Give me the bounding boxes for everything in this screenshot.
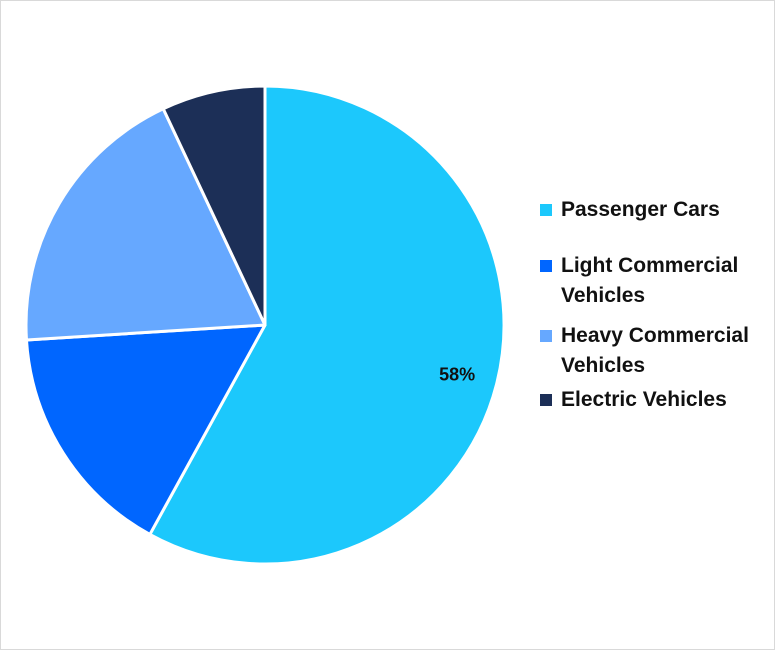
pie-slice-electric-vehicles bbox=[161, 84, 267, 327]
chart-legend: Passenger Cars Light Commercial Vehicles… bbox=[538, 195, 768, 415]
pie-slice-heavy-commercial-vehicles bbox=[24, 107, 267, 342]
legend-item-passenger-cars: Passenger Cars bbox=[538, 195, 768, 225]
legend-item-electric-vehicles: Electric Vehicles bbox=[538, 385, 768, 415]
legend-item-heavy-commercial-vehicles: Heavy Commercial Vehicles bbox=[538, 321, 768, 381]
legend-swatch bbox=[540, 260, 552, 272]
pie-slice-light-commercial-vehicles bbox=[24, 323, 267, 536]
data-label-passenger-cars: 58% bbox=[439, 364, 475, 384]
legend-swatch bbox=[540, 204, 552, 216]
legend-label: Heavy Commercial Vehicles bbox=[561, 324, 749, 377]
legend-label: Passenger Cars bbox=[561, 198, 720, 221]
legend-swatch bbox=[540, 394, 552, 406]
legend-label: Electric Vehicles bbox=[561, 388, 727, 411]
legend-label: Light Commercial Vehicles bbox=[561, 254, 739, 307]
legend-swatch bbox=[540, 330, 552, 342]
legend-item-light-commercial-vehicles: Light Commercial Vehicles bbox=[538, 251, 768, 311]
pie-slice-passenger-cars bbox=[148, 84, 506, 566]
